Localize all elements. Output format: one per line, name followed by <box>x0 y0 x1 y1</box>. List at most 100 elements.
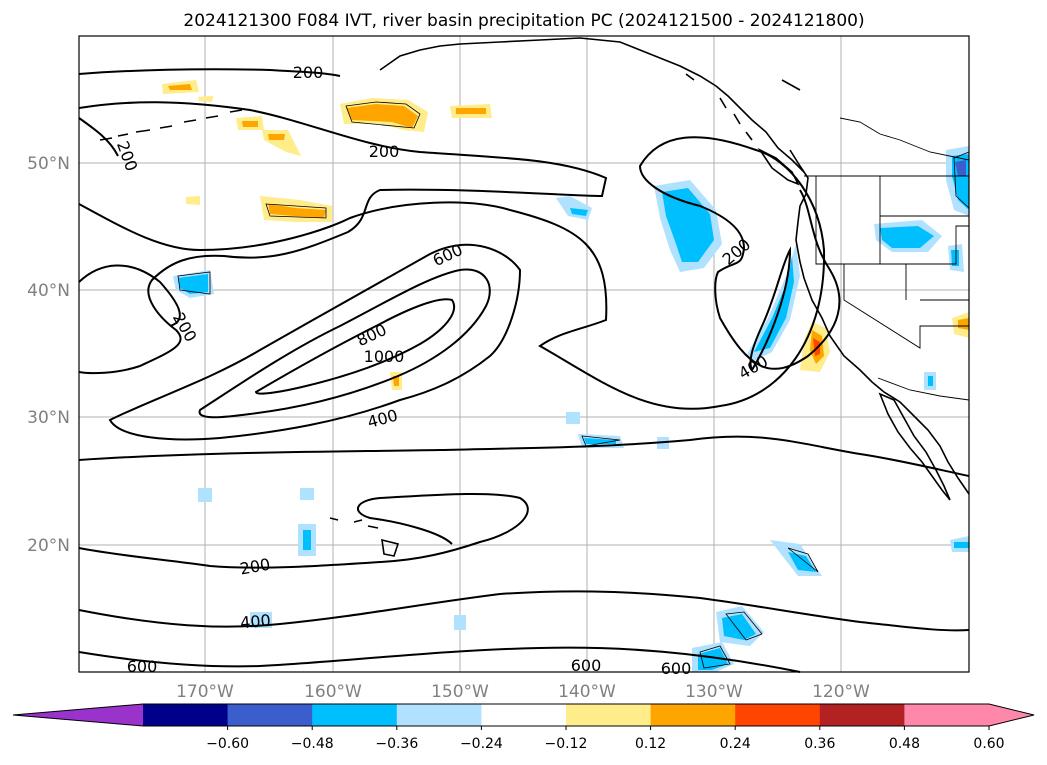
pc-area-positive <box>958 318 969 330</box>
colorbar-segment <box>481 704 567 726</box>
colorbar-segment <box>566 704 652 726</box>
pc-area-negative <box>698 648 728 670</box>
pc-outline <box>581 435 621 447</box>
north-america-west-coast <box>789 149 970 495</box>
pc-area-negative <box>788 552 816 572</box>
lon-label-150w: 150°W <box>431 682 489 702</box>
pc-area-positive <box>268 134 285 140</box>
lon-label-160w: 160°W <box>304 682 362 702</box>
ivt-contours <box>78 68 970 673</box>
contour-label: 200 <box>293 63 324 82</box>
us-mexico-border <box>877 377 970 401</box>
ivt-contour-400-main <box>78 136 841 410</box>
lat-label-20n: 20°N <box>27 536 70 556</box>
pc-outlines <box>177 101 970 669</box>
pc-area-positive <box>242 121 258 127</box>
contour-label: 600 <box>127 657 158 676</box>
ivt-contour-800 <box>198 268 491 419</box>
lon-label-170w: 170°W <box>176 682 234 702</box>
contour-label: 600 <box>661 659 692 678</box>
colorbar-segment <box>227 704 313 726</box>
ivt-contour-400-lower <box>78 646 801 673</box>
contour-label: 1000 <box>364 347 405 366</box>
pc-area-negative <box>198 488 212 502</box>
colorbar-segment <box>904 704 990 726</box>
pc-area-positive <box>456 108 486 114</box>
ivt-contour-400-inner <box>749 246 792 371</box>
colorbar-extension-max <box>989 704 1034 726</box>
pc-area-negative <box>754 256 794 352</box>
pc-area-negative <box>178 274 208 294</box>
pc-area-positive <box>168 84 192 90</box>
lon-label-130w: 130°W <box>685 682 743 702</box>
map-background <box>79 36 969 672</box>
pc-area-negative <box>250 612 272 628</box>
colorbar-segment <box>650 704 736 726</box>
contour-label: 400 <box>239 611 271 633</box>
lat-label-30n: 30°N <box>27 408 70 428</box>
pc-outline <box>345 101 421 129</box>
colorbar-tick-label: 0.36 <box>804 736 835 752</box>
pc-outline <box>265 203 327 219</box>
colorbar-segment <box>735 704 821 726</box>
ivt-contour-200-south <box>78 492 529 569</box>
pc-area-negative <box>303 530 311 550</box>
pc-area-negative <box>880 226 934 248</box>
pc-positive-areas <box>162 80 969 390</box>
latitude-labels: 50°N 40°N 30°N 20°N <box>27 154 70 556</box>
colorbar-segment <box>819 704 905 726</box>
colorbar-tick-label: 0.24 <box>720 736 751 752</box>
colorbar-extension-min <box>13 704 143 726</box>
pc-area-positive <box>198 96 213 102</box>
lat-label-50n: 50°N <box>27 154 70 174</box>
lon-label-140w: 140°W <box>558 682 616 702</box>
ivt-contour-200-top <box>78 68 341 77</box>
pc-area-negative <box>300 488 314 500</box>
colorbar-tick-label: −0.60 <box>206 736 249 752</box>
map-title: 2024121300 F084 IVT, river basin precipi… <box>183 11 864 31</box>
ivt-contour-200-mid-left <box>78 264 181 327</box>
colorbar-tick-label: 0.60 <box>973 736 1004 752</box>
colorbar-segment <box>312 704 398 726</box>
map-frame <box>78 35 970 673</box>
colorbar-tick-label: −0.12 <box>545 736 588 752</box>
map-panel: 200 200 200 200 200 200 400 400 400 600 … <box>78 35 970 678</box>
ivt-contour-200-left <box>78 117 119 157</box>
longitude-labels: 170°W 160°W 150°W 140°W 130°W 120°W <box>176 682 870 702</box>
alaska-panhandle-islands <box>685 73 801 141</box>
hawaii-islands <box>329 517 400 557</box>
political-borders <box>804 117 970 401</box>
pc-area-negative <box>570 208 588 216</box>
ivt-contour-600 <box>108 243 522 441</box>
colorbar-tick-label: 0.48 <box>889 736 920 752</box>
pc-area-positive <box>813 338 820 356</box>
colorbar-tick-label: −0.24 <box>460 736 503 752</box>
pc-outline <box>177 271 211 295</box>
aleutian-islands <box>99 109 243 141</box>
baja-peninsula <box>878 392 951 501</box>
colorbar-tick-label: −0.48 <box>291 736 334 752</box>
ivt-contour-200-lower <box>78 590 970 632</box>
colorbar-tick-label: −0.36 <box>375 736 418 752</box>
ivt-contour-400-south <box>78 435 970 477</box>
pc-outline <box>725 611 763 641</box>
pc-area-positive <box>268 204 326 218</box>
colorbar-tick-label: 0.12 <box>635 736 666 752</box>
ivt-contour-200-north <box>78 101 608 375</box>
pc-area-negative <box>454 615 466 630</box>
ivt-contour-1000 <box>254 298 455 395</box>
pc-area-negative <box>954 542 969 548</box>
pc-area-positive <box>186 196 200 205</box>
pc-area-negative <box>955 160 966 176</box>
pc-area-negative <box>566 412 580 424</box>
pc-area-positive <box>346 104 418 128</box>
pc-outline <box>699 645 731 669</box>
alaska-coastline <box>379 37 805 173</box>
contour-label: 200 <box>369 142 400 161</box>
lat-label-40n: 40°N <box>27 281 70 301</box>
colorbar: −0.60 −0.48 −0.36 −0.24 −0.12 0.12 0.24 0.36 0.4… <box>12 703 1035 752</box>
coastlines <box>99 37 970 557</box>
us-state-borders <box>815 176 969 349</box>
vancouver-island <box>757 147 800 186</box>
